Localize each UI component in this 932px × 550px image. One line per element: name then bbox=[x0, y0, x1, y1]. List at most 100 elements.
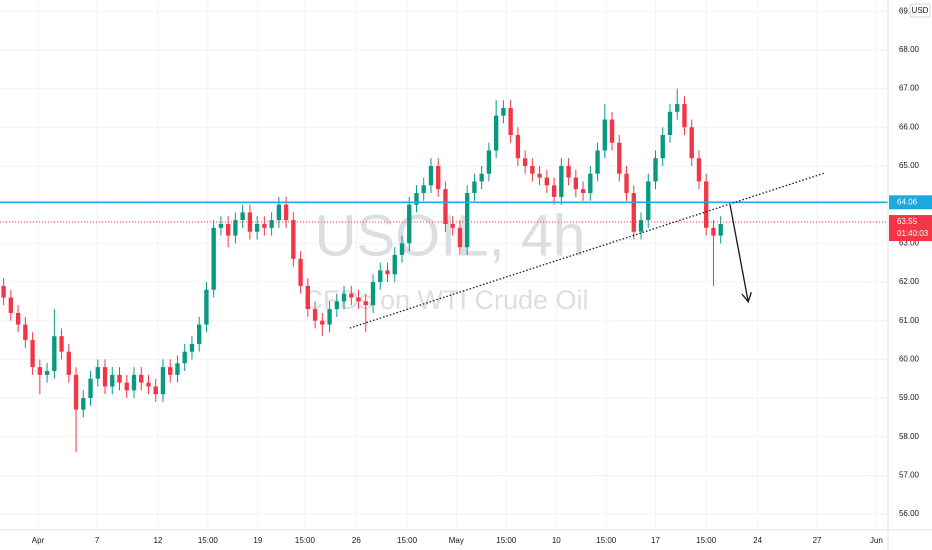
x-tick-label: 15:00 bbox=[496, 536, 517, 545]
grid bbox=[0, 0, 888, 530]
y-tick-label: 57.00 bbox=[899, 471, 920, 480]
currency-label[interactable]: USD bbox=[912, 6, 929, 15]
candle-body bbox=[559, 165, 564, 197]
candle-body bbox=[146, 382, 151, 387]
candle-body bbox=[349, 293, 354, 298]
y-tick-label: 59.00 bbox=[899, 393, 920, 402]
candle-body bbox=[617, 142, 622, 174]
candle-body bbox=[102, 367, 108, 387]
candle-body bbox=[15, 312, 21, 325]
candle-body bbox=[189, 343, 195, 352]
watermark-symbol: USOIL, 4h bbox=[315, 203, 586, 268]
x-tick-label: 19 bbox=[253, 536, 262, 545]
candle-body bbox=[356, 297, 361, 302]
currency-box[interactable] bbox=[909, 3, 931, 18]
watermark-description: CFDs on WTI Crude Oil bbox=[303, 285, 588, 315]
candle-body bbox=[124, 382, 129, 391]
x-tick-label: 24 bbox=[753, 536, 762, 545]
candle-body bbox=[240, 212, 245, 221]
candle-body bbox=[95, 367, 100, 379]
candle-body bbox=[66, 351, 71, 375]
candle-body bbox=[551, 185, 557, 197]
x-tick-label: 17 bbox=[651, 536, 660, 545]
x-tick-label: 15:00 bbox=[295, 536, 316, 545]
x-tick-label: 10 bbox=[552, 536, 561, 545]
candle-body bbox=[225, 223, 231, 236]
candle-body bbox=[211, 227, 216, 290]
candle-body bbox=[131, 374, 137, 391]
candle-body bbox=[182, 351, 187, 364]
candle-body bbox=[218, 223, 224, 228]
candle-body bbox=[23, 324, 28, 341]
candle-body bbox=[566, 165, 571, 178]
y-tick-label: 65.00 bbox=[899, 161, 920, 170]
candle-body bbox=[718, 223, 723, 236]
candle-body bbox=[450, 223, 455, 228]
candle-body bbox=[168, 367, 173, 375]
candle-body bbox=[175, 363, 180, 375]
candle-body bbox=[696, 158, 702, 182]
candle-body bbox=[139, 374, 144, 383]
candle-body bbox=[602, 119, 607, 151]
x-tick-label: May bbox=[449, 536, 464, 545]
candle-body bbox=[81, 398, 86, 410]
candle-body bbox=[269, 220, 274, 228]
candle-body bbox=[254, 223, 260, 232]
y-tick-label: 60.00 bbox=[899, 355, 920, 364]
candle-body bbox=[8, 297, 14, 313]
candle-body bbox=[52, 336, 57, 371]
candle-body bbox=[486, 150, 492, 174]
y-tick-label: 67.00 bbox=[899, 84, 920, 93]
candle-body bbox=[588, 173, 593, 194]
y-tick-label: 61.00 bbox=[899, 316, 920, 325]
candle-body bbox=[522, 158, 528, 166]
x-tick-label: 15:00 bbox=[397, 536, 418, 545]
candle-body bbox=[457, 227, 463, 248]
candle-body bbox=[580, 189, 586, 194]
candle-body bbox=[508, 107, 513, 136]
x-tick-label: Apr bbox=[32, 536, 45, 545]
candle-body bbox=[530, 165, 535, 174]
candle-body bbox=[407, 204, 412, 244]
candle-body bbox=[110, 374, 115, 387]
candle-body bbox=[341, 293, 347, 302]
candle-body bbox=[298, 258, 303, 286]
candle-body bbox=[117, 374, 122, 383]
x-tick-label: 15:00 bbox=[596, 536, 617, 545]
candle-body bbox=[667, 111, 673, 136]
y-tick-label: 68.00 bbox=[899, 45, 920, 54]
y-tick-label: 56.00 bbox=[899, 509, 920, 518]
candle-body bbox=[204, 289, 209, 325]
candle-body bbox=[291, 220, 296, 259]
arrow-head bbox=[741, 292, 752, 304]
axes: 56.00 57.00 58.00 59.00 60.00 61.00 62.00 63.00… bbox=[32, 6, 932, 545]
candle-body bbox=[73, 374, 79, 410]
candle-body bbox=[320, 320, 325, 325]
candle-body bbox=[305, 285, 311, 310]
candle-body bbox=[428, 165, 434, 186]
candle-body bbox=[399, 243, 405, 255]
level-price-label: 64.06 bbox=[897, 197, 918, 206]
candle-body bbox=[638, 220, 644, 232]
candle-body bbox=[421, 185, 426, 194]
x-tick-label: 26 bbox=[352, 536, 361, 545]
last-price-label: 63.55 bbox=[897, 217, 918, 226]
candle-body bbox=[160, 367, 166, 395]
x-tick-label: 7 bbox=[95, 536, 100, 545]
candle-body bbox=[30, 340, 35, 368]
candle-body bbox=[414, 193, 419, 205]
candle-body bbox=[479, 173, 484, 182]
level-price-box bbox=[889, 195, 932, 210]
candle-body bbox=[472, 181, 477, 194]
x-tick-label: 15:00 bbox=[198, 536, 219, 545]
candle-body bbox=[59, 336, 64, 352]
y-tick-label: 58.00 bbox=[899, 432, 920, 441]
candle-body bbox=[682, 104, 687, 128]
candle-body bbox=[385, 270, 390, 275]
candle-body bbox=[276, 204, 282, 221]
candle-body bbox=[37, 367, 43, 375]
candle-body bbox=[378, 270, 383, 283]
candle-body bbox=[465, 193, 470, 248]
